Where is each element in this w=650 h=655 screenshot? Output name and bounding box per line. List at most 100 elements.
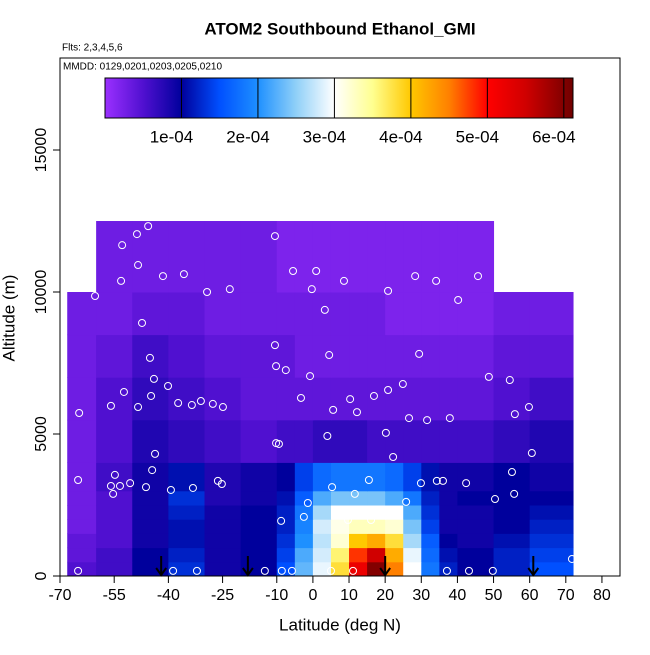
heat-cell: [168, 561, 206, 577]
observation-point: [74, 566, 83, 575]
observation-point: [402, 497, 411, 506]
observation-point: [174, 399, 183, 408]
heat-cell: [240, 533, 278, 549]
heat-cell: [168, 547, 206, 563]
heat-cell: [294, 334, 314, 378]
heat-cell: [421, 547, 440, 563]
heat-cell: [349, 334, 368, 378]
heat-cell: [96, 419, 133, 463]
heat-cell: [403, 533, 422, 549]
observation-point: [208, 399, 217, 408]
heat-cell: [240, 505, 278, 520]
observation-point: [138, 318, 147, 327]
heat-cell: [330, 547, 350, 563]
observation-point: [352, 408, 361, 417]
heat-cell: [367, 547, 386, 563]
observation-point: [91, 291, 100, 300]
observation-point: [350, 489, 359, 498]
heat-cell: [457, 334, 495, 378]
observation-point: [164, 382, 173, 391]
heat-cell: [132, 561, 169, 577]
heat-cell: [529, 377, 574, 421]
observation-point: [110, 470, 119, 479]
heat-cell: [349, 221, 368, 293]
observation-point: [196, 397, 205, 406]
heat-cell: [204, 490, 242, 506]
observation-point: [166, 485, 175, 494]
observation-point: [144, 222, 153, 231]
observation-point: [398, 380, 407, 389]
heat-cell: [529, 419, 574, 463]
heat-cell: [294, 561, 314, 577]
heat-cell: [529, 547, 574, 563]
x-tick-label: -55: [103, 587, 126, 604]
heat-cell: [294, 519, 314, 534]
heat-cell: [67, 505, 97, 520]
heat-cell: [276, 519, 296, 534]
observation-point: [416, 479, 425, 488]
heat-cell: [439, 547, 458, 563]
heat-cell: [96, 533, 133, 549]
heat-cell: [385, 561, 404, 577]
heat-cell: [67, 334, 97, 378]
heat-cell: [132, 547, 169, 563]
heat-cell: [385, 377, 404, 421]
heat-cell: [312, 419, 332, 463]
observation-point: [158, 272, 167, 281]
heat-cell: [367, 533, 386, 549]
heat-cell: [204, 292, 242, 336]
observation-point: [141, 483, 150, 492]
observation-point: [74, 476, 83, 485]
heat-cell: [67, 490, 97, 506]
heat-cell: [457, 377, 495, 421]
heat-cell: [385, 519, 404, 534]
heat-cell: [385, 334, 404, 378]
heat-cell: [457, 221, 495, 293]
heat-cell: [330, 490, 350, 506]
observation-point: [119, 387, 128, 396]
colorbar-tick-label: 2e-04: [226, 127, 269, 146]
x-tick-label: 30: [412, 587, 430, 604]
observation-point: [567, 554, 576, 563]
observation-point: [179, 270, 188, 279]
x-tick-label: 20: [376, 587, 394, 604]
heat-cell: [439, 519, 458, 534]
heat-cell: [96, 377, 133, 421]
heat-cell: [439, 334, 458, 378]
heat-cell: [421, 519, 440, 534]
observation-point: [405, 414, 414, 423]
heat-cell: [330, 462, 350, 492]
heat-cell: [493, 490, 531, 506]
heat-cell: [168, 519, 206, 534]
heat-cell: [132, 334, 169, 378]
heat-cell: [457, 490, 495, 506]
observation-point: [527, 449, 536, 458]
observation-point: [462, 479, 471, 488]
heat-cell: [367, 419, 386, 463]
heat-cell: [312, 490, 332, 506]
subtitle: Flts: 2,3,4,5,6: [62, 43, 123, 54]
heat-cell: [204, 561, 242, 577]
heat-cell: [96, 519, 133, 534]
heat-cell: [276, 377, 296, 421]
observation-point: [134, 403, 143, 412]
heat-cell: [168, 533, 206, 549]
observation-point: [299, 512, 308, 521]
observation-point: [524, 403, 533, 412]
heat-cell: [403, 561, 422, 577]
observation-point: [149, 374, 158, 383]
observation-point: [496, 278, 505, 287]
heat-cell: [529, 462, 574, 492]
heat-cell: [385, 292, 404, 336]
observation-point: [464, 566, 473, 575]
x-tick-label: -10: [265, 587, 288, 604]
observation-point: [325, 351, 334, 360]
heat-cell: [493, 419, 531, 463]
heat-cell: [330, 505, 350, 520]
heat-cell: [421, 462, 440, 492]
plot-frame: [59, 57, 621, 577]
heat-cell: [67, 533, 97, 549]
heat-cell: [168, 334, 206, 378]
observation-point: [260, 566, 269, 575]
